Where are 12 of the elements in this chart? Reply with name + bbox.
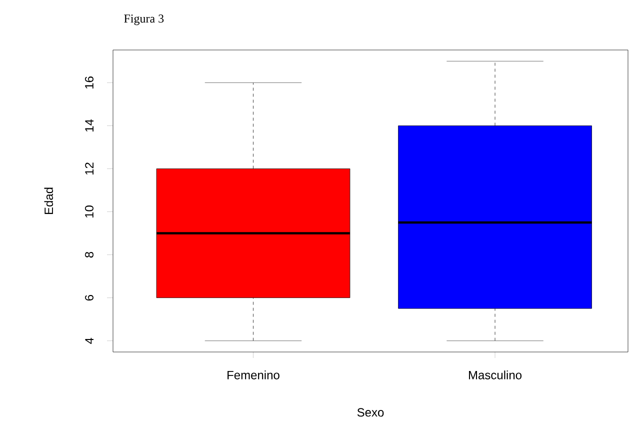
y-tick-label: 16 bbox=[84, 76, 94, 88]
y-tick-label: 4 bbox=[85, 338, 94, 344]
y-tick-label: 12 bbox=[85, 162, 94, 174]
x-axis-title: Sexo bbox=[357, 408, 384, 417]
y-tick-label: 6 bbox=[84, 294, 94, 301]
y-tick-label: 10 bbox=[84, 206, 94, 218]
x-tick-label: Femenino bbox=[228, 370, 280, 380]
y-tick-label: 14 bbox=[85, 119, 94, 132]
y-tick-label: 8 bbox=[84, 252, 94, 258]
chart-title: Figura 3 bbox=[124, 14, 164, 26]
y-axis-title: Edad bbox=[44, 188, 54, 214]
x-tick-label: Masculino bbox=[468, 370, 522, 380]
